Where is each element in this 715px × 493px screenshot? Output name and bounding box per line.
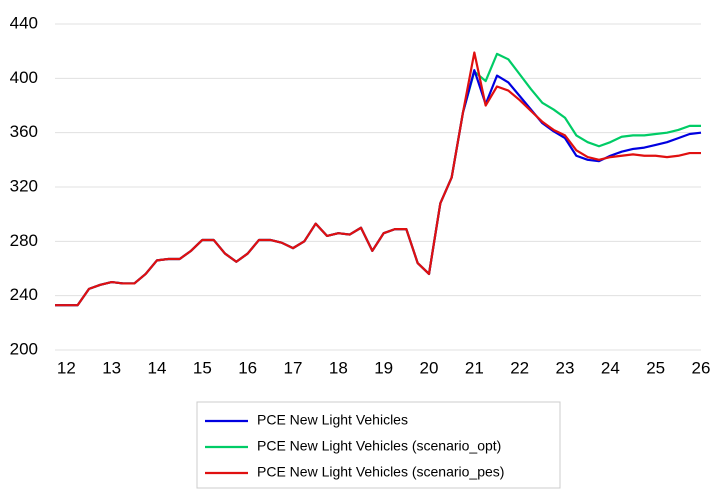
x-tick-label: 12 [57, 358, 76, 377]
x-tick-label: 22 [510, 358, 529, 377]
x-tick-label: 24 [601, 358, 620, 377]
y-tick-label: 440 [10, 13, 38, 32]
legend-label: PCE New Light Vehicles (scenario_opt) [257, 438, 501, 454]
legend-box [196, 401, 561, 489]
x-tick-label: 15 [193, 358, 212, 377]
y-tick-label: 200 [10, 339, 38, 358]
x-tick-label: 14 [148, 358, 167, 377]
series-line [55, 51, 701, 307]
x-tick-label: 26 [692, 358, 711, 377]
x-tick-label: 23 [556, 358, 575, 377]
legend-label: PCE New Light Vehicles [257, 412, 408, 428]
x-tick-label: 13 [102, 358, 121, 377]
legend-label: PCE New Light Vehicles (scenario_pes) [257, 464, 504, 480]
legend: PCE New Light Vehicles PCE New Light Vehi… [205, 412, 504, 480]
y-tick-label: 280 [10, 231, 38, 250]
y-tick-label: 360 [10, 122, 38, 141]
series-line [55, 69, 702, 307]
y-tick-label: 240 [10, 285, 38, 304]
x-tick-label: 25 [646, 358, 665, 377]
x-tick-label: 20 [420, 358, 439, 377]
x-tick-label: 19 [374, 358, 393, 377]
x-tick-label: 16 [238, 358, 257, 377]
y-tick-label: 400 [10, 68, 38, 87]
x-tick-label: 17 [284, 358, 303, 377]
x-tick-label: 18 [329, 358, 348, 377]
y-tick-label: 320 [10, 176, 38, 195]
x-tick-label: 21 [465, 358, 484, 377]
